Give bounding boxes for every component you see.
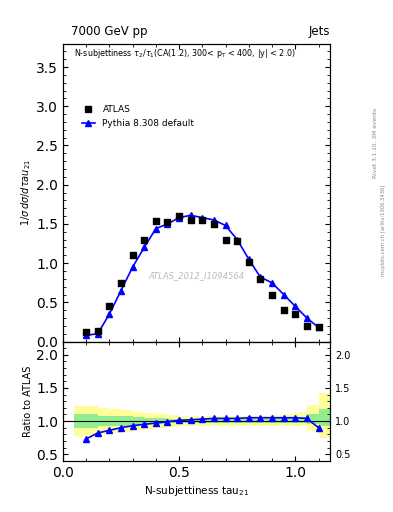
Y-axis label: Ratio to ATLAS: Ratio to ATLAS bbox=[23, 366, 33, 437]
Point bbox=[129, 251, 136, 260]
Point bbox=[222, 236, 229, 244]
Text: N-subjettiness $\tau_2/\tau_1$(CA(1.2), 300< p$_{\rm T}$ < 400, |y| < 2.0): N-subjettiness $\tau_2/\tau_1$(CA(1.2), … bbox=[73, 47, 296, 59]
Text: ATLAS_2012_I1094564: ATLAS_2012_I1094564 bbox=[149, 271, 244, 281]
Point bbox=[176, 212, 182, 220]
Legend: ATLAS, Pythia 8.308 default: ATLAS, Pythia 8.308 default bbox=[78, 102, 198, 132]
Y-axis label: $1/\sigma\,d\sigma/d\tau au_{21}$: $1/\sigma\,d\sigma/d\tau au_{21}$ bbox=[19, 159, 33, 226]
Point bbox=[211, 220, 217, 228]
Point bbox=[83, 328, 89, 336]
Point bbox=[199, 216, 206, 224]
Point bbox=[106, 302, 112, 310]
Point bbox=[304, 322, 310, 330]
Text: 7000 GeV pp: 7000 GeV pp bbox=[71, 26, 147, 38]
Point bbox=[95, 327, 101, 335]
Point bbox=[257, 275, 264, 283]
Point bbox=[118, 279, 124, 287]
Point bbox=[269, 290, 275, 298]
Point bbox=[153, 217, 159, 225]
Point bbox=[292, 310, 298, 318]
Point bbox=[234, 237, 240, 245]
Point bbox=[281, 306, 287, 314]
Text: mcplots.cern.ch [arXiv:1306.3436]: mcplots.cern.ch [arXiv:1306.3436] bbox=[381, 185, 386, 276]
Point bbox=[164, 218, 171, 226]
Point bbox=[246, 258, 252, 266]
Point bbox=[315, 324, 321, 332]
Text: Rivet 3.1.10, 3M events: Rivet 3.1.10, 3M events bbox=[373, 109, 378, 178]
X-axis label: N-subjettiness tau$_{21}$: N-subjettiness tau$_{21}$ bbox=[144, 484, 249, 498]
Point bbox=[141, 236, 147, 244]
Point bbox=[187, 216, 194, 224]
Text: Jets: Jets bbox=[309, 26, 330, 38]
